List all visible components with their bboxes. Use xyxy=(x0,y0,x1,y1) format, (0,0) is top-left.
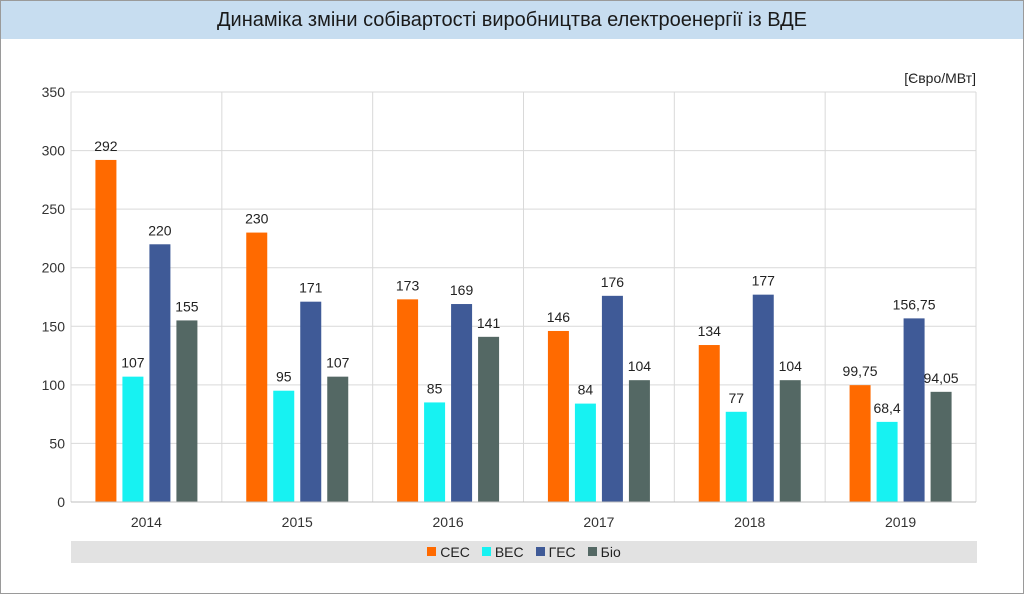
data-label: 177 xyxy=(752,273,776,289)
bar-ВЕС-2018 xyxy=(725,411,747,502)
data-label: 220 xyxy=(148,222,172,238)
data-label: 155 xyxy=(175,298,199,314)
chart-title: Динаміка зміни собівартості виробництва … xyxy=(216,9,808,31)
legend-item: ВЕС xyxy=(481,544,524,560)
bar-СЕС-2014 xyxy=(95,159,117,502)
data-label: 107 xyxy=(121,355,145,371)
data-label: 85 xyxy=(427,380,443,396)
bar-Біо-2019 xyxy=(930,391,952,502)
bar-chart: 0 50 100 150 200 250 300 350 [Євро/МВт] 292 107 220… xyxy=(42,70,977,530)
bar-ГЕС-2018 xyxy=(752,294,774,502)
data-label: 134 xyxy=(698,323,722,339)
legend-swatch xyxy=(481,547,491,556)
bar-Біо-2017 xyxy=(628,380,650,502)
legend-item: ГЕС xyxy=(535,544,576,560)
data-label: 173 xyxy=(396,277,420,293)
y-tick-label: 350 xyxy=(42,84,66,100)
data-label: 171 xyxy=(299,280,323,296)
legend-swatch xyxy=(535,547,545,556)
bar-ВЕС-2017 xyxy=(574,403,596,502)
bar-Біо-2015 xyxy=(327,376,349,502)
bar-ВЕС-2019 xyxy=(876,421,898,502)
data-label: 95 xyxy=(276,369,292,385)
bar-СЕС-2017 xyxy=(547,330,569,502)
x-tick-label: 2014 xyxy=(131,514,162,530)
y-tick-label: 150 xyxy=(42,318,66,334)
y-tick-label: 50 xyxy=(49,435,65,451)
bar-СЕС-2016 xyxy=(397,299,419,502)
y-tick-label: 0 xyxy=(57,494,65,510)
x-tick-label: 2016 xyxy=(433,514,464,530)
bar-СЕС-2018 xyxy=(698,345,720,502)
legend-item: Біо xyxy=(587,544,621,560)
data-label: 104 xyxy=(779,358,803,374)
data-label: 99,75 xyxy=(843,363,878,379)
y-tick-label: 200 xyxy=(42,260,66,276)
data-label: 77 xyxy=(728,390,744,406)
bar-ВЕС-2014 xyxy=(122,376,144,502)
data-label: 156,75 xyxy=(893,296,936,312)
data-label: 176 xyxy=(601,274,625,290)
data-label: 146 xyxy=(547,309,571,325)
bar-ГЕС-2014 xyxy=(149,244,171,503)
data-label: 84 xyxy=(578,382,594,398)
data-label: 141 xyxy=(477,315,501,331)
bar-ВЕС-2015 xyxy=(273,390,295,502)
legend: СЕС ВЕС ГЕС Біо xyxy=(71,541,977,563)
bar-Біо-2014 xyxy=(176,320,198,502)
bar-СЕС-2015 xyxy=(246,232,268,503)
legend-label: ВЕС xyxy=(494,544,524,560)
data-label: 104 xyxy=(628,358,652,374)
data-label: 292 xyxy=(94,138,118,154)
x-tick-label: 2015 xyxy=(282,514,313,530)
legend-swatch xyxy=(587,547,597,556)
title-bar: Динаміка зміни собівартості виробництва … xyxy=(1,1,1023,39)
bar-ГЕС-2015 xyxy=(300,301,322,502)
x-tick-label: 2018 xyxy=(734,514,765,530)
x-tick-label: 2019 xyxy=(885,514,916,530)
data-label: 169 xyxy=(450,282,474,298)
bar-ВЕС-2016 xyxy=(424,402,446,502)
x-tick-label: 2017 xyxy=(583,514,614,530)
legend-label: Біо xyxy=(600,544,621,560)
legend-item: СЕС xyxy=(427,544,470,560)
bar-СЕС-2019 xyxy=(849,385,871,502)
unit-label: [Євро/МВт] xyxy=(904,70,976,86)
y-tick-label: 100 xyxy=(42,377,66,393)
y-tick-label: 300 xyxy=(42,143,66,159)
data-label: 68,4 xyxy=(873,400,900,416)
legend-label: СЕС xyxy=(440,544,470,560)
data-label: 230 xyxy=(245,211,269,227)
legend-label: ГЕС xyxy=(548,544,576,560)
bar-Біо-2018 xyxy=(779,380,801,502)
bar-ГЕС-2019 xyxy=(903,318,925,502)
bar-ГЕС-2017 xyxy=(601,295,623,502)
data-label: 94,05 xyxy=(924,370,959,386)
data-label: 107 xyxy=(326,355,350,371)
legend-swatch xyxy=(427,547,437,556)
y-tick-label: 250 xyxy=(42,201,66,217)
bar-Біо-2016 xyxy=(478,336,500,502)
bar-ГЕС-2016 xyxy=(451,304,473,502)
